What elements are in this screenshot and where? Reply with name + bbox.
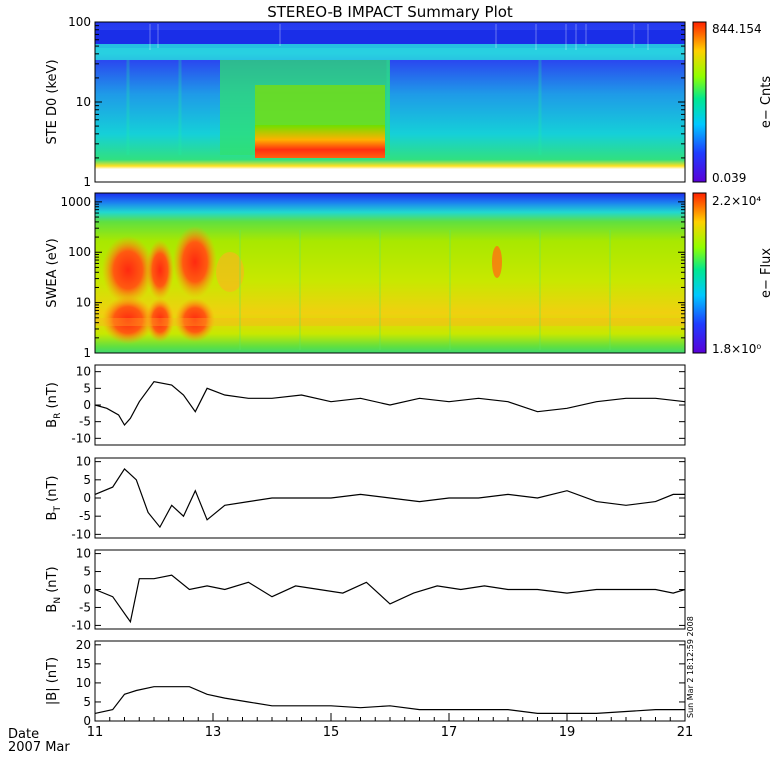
bmag-frame (94, 640, 686, 722)
bn-y-label: BN (nT) (45, 566, 63, 612)
bmag-panel: 0 5 10 15 20 |B| (nT) (45, 638, 686, 728)
y-tick-label: -10 (71, 618, 91, 632)
swea-y-ticks: 1 10 100 1000 (60, 195, 685, 360)
x-tick-label: 21 (677, 725, 694, 740)
y-tick-label: 10 (76, 455, 91, 469)
y-tick-label: 0 (83, 714, 91, 728)
x-axis: 11 13 15 17 19 21 (87, 713, 694, 740)
ste-y-label: STE D0 (keV) (45, 59, 60, 144)
ste-colorbar-max: 844.154 (712, 22, 762, 36)
swea-colorbar-min: 1.8×10⁰ (712, 342, 761, 356)
y-tick-label: 20 (76, 638, 91, 652)
swea-spectrogram (95, 193, 685, 353)
x-tick-label: 13 (205, 725, 222, 740)
y-tick-label: 5 (83, 695, 91, 709)
ste-spectrogram (95, 22, 685, 182)
y-tick-label: 10 (76, 365, 91, 379)
x-label-month: 2007 Mar (8, 740, 70, 755)
x-tick-label: 19 (559, 725, 576, 740)
swea-colorbar (692, 192, 707, 354)
y-tick-label: 10 (76, 547, 91, 561)
swea-colorbar-max: 2.2×10⁴ (712, 194, 761, 208)
y-tick-label: -10 (71, 527, 91, 541)
y-tick-label: 1 (83, 175, 91, 189)
br-series-line (94, 381, 686, 427)
x-label-date: Date (8, 727, 39, 742)
y-tick-label: 15 (76, 657, 91, 671)
y-tick-label: -5 (79, 600, 91, 614)
bt-y-label: BT (nT) (45, 476, 63, 521)
y-tick-label: -5 (79, 509, 91, 523)
y-tick-label: 5 (83, 565, 91, 579)
y-tick-label: 10 (76, 676, 91, 690)
swea-y-label: SWEA (eV) (45, 238, 60, 307)
ste-colorbar-label: e− Cnts (759, 76, 774, 128)
br-y-label: BR (nT) (45, 382, 63, 428)
swea-frame (94, 192, 686, 354)
timestamp: Sun Mar 2 18:12:59 2008 (686, 616, 695, 718)
bt-panel: -10 -5 0 5 10 BT (nT) (45, 455, 686, 541)
y-tick-label: 0 (83, 583, 91, 597)
bmag-y-label: |B| (nT) (45, 657, 60, 705)
y-tick-label: -5 (79, 415, 91, 429)
br-panel: -10 -5 0 5 10 BR (nT) (45, 364, 686, 446)
bn-panel: -10 -5 0 5 10 BN (nT) (45, 547, 686, 632)
y-tick-label: 10 (76, 296, 91, 310)
x-tick-label: 17 (441, 725, 458, 740)
x-tick-label: 15 (323, 725, 340, 740)
y-tick-label: -10 (71, 431, 91, 445)
magnetic-field-panels: -10 -5 0 5 10 BR (nT) -10 -5 0 5 10 BT (nT) -10 -5 0 5 1… (45, 364, 686, 728)
y-tick-label: 0 (83, 491, 91, 505)
y-tick-label: 100 (68, 245, 91, 259)
y-tick-label: 1 (83, 346, 91, 360)
ste-colorbar-min: 0.039 (712, 171, 746, 185)
y-tick-label: 0 (83, 398, 91, 412)
y-tick-label: 1000 (60, 195, 91, 209)
y-tick-label: 5 (83, 381, 91, 395)
x-tick-label: 11 (87, 725, 104, 740)
ste-panel: 1 10 100 STE D0 (keV) 844.154 0.039 e− Cnt… (45, 15, 774, 189)
swea-colorbar-label: e− Flux (759, 248, 774, 298)
ste-colorbar (692, 21, 707, 183)
bmag-series-line (94, 686, 685, 715)
swea-panel: 1 10 100 1000 SWEA (eV) 2.2×10⁴ 1.8×10⁰ e− … (45, 192, 774, 360)
ste-y-ticks: 1 10 100 (68, 15, 685, 189)
bn-series-line (94, 574, 686, 624)
y-tick-label: 100 (68, 15, 91, 29)
bt-series-line (94, 467, 685, 529)
y-tick-label: 5 (83, 473, 91, 487)
y-tick-label: 10 (76, 95, 91, 109)
chart-title: STEREO-B IMPACT Summary Plot (267, 3, 513, 21)
